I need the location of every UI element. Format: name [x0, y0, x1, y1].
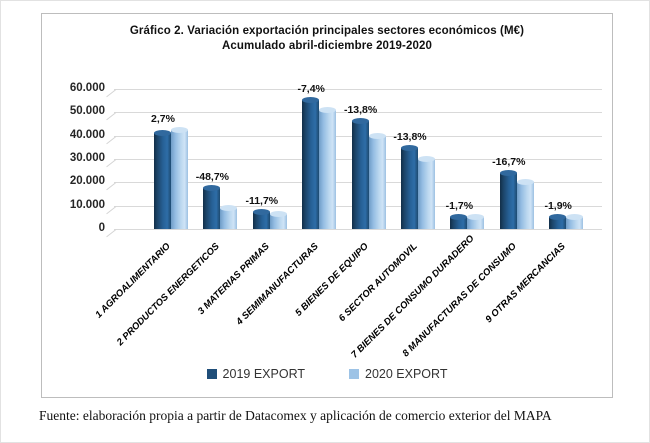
legend: 2019 EXPORT 2020 EXPORT	[42, 367, 612, 381]
bar-2019-2	[203, 185, 221, 229]
bar-2019-4	[302, 96, 320, 229]
variation-label-2: -48,7%	[195, 171, 230, 184]
y-axis-tick-label: 50.000	[69, 105, 105, 118]
bar-2020-9	[566, 214, 584, 229]
legend-label: 2020 EXPORT	[365, 367, 448, 381]
variation-label-3: -11,7%	[245, 194, 279, 207]
chart-title: Gráfico 2. Variación exportación princip…	[42, 24, 612, 54]
y-axis-tick-label: 10.000	[69, 198, 105, 211]
variation-label-6: -13,8%	[393, 130, 427, 143]
legend-label: 2019 EXPORT	[222, 367, 305, 381]
bar-2019-3	[252, 208, 270, 229]
bar-2019-5	[351, 118, 369, 229]
bar-2019-8	[499, 170, 517, 229]
bar-2020-8	[516, 179, 534, 229]
bar-2020-1	[171, 127, 188, 229]
variation-label-4: -7,4%	[297, 82, 325, 95]
plot-area: 0 10.000 20.000 30.000 40.000 50.000 60.000 2,7…	[42, 14, 612, 397]
variation-label-9: -1,9%	[544, 200, 572, 213]
bar-2019-1	[154, 129, 171, 229]
legend-swatch	[206, 369, 217, 379]
bar-2019-7	[450, 213, 468, 229]
bar-2020-2	[220, 205, 238, 229]
bar-2019-6	[401, 144, 418, 229]
source-note: Fuente: elaboración propia a partir de D…	[39, 408, 552, 423]
legend-item-2020-export: 2020 EXPORT	[349, 367, 447, 381]
y-axis-tick-label: 0	[98, 222, 105, 234]
y-axis-tick-label: 60.000	[69, 82, 105, 94]
gridline-60.000	[114, 89, 602, 90]
chart-title-line2: Acumulado abril-diciembre 2019-2020	[222, 40, 432, 52]
variation-label-1: 2,7%	[151, 113, 175, 126]
chart-title-line1: Gráfico 2. Variación exportación princip…	[129, 25, 525, 37]
bar-2020-7	[467, 213, 485, 229]
bar-2020-5	[368, 133, 386, 229]
bar-2020-3	[269, 210, 287, 229]
y-axis-tick-label: 40.000	[69, 128, 105, 141]
legend-swatch	[349, 369, 359, 379]
variation-label-8: -16,7%	[492, 156, 526, 168]
bar-2020-4	[319, 106, 337, 229]
chart-container: Gráfico 2. Variación exportación princip…	[41, 13, 613, 398]
gridline-50.000	[114, 112, 602, 114]
gridline-0	[114, 229, 602, 230]
y-axis-tick-label: 20.000	[69, 175, 105, 188]
y-axis-tick-label: 30.000	[69, 152, 105, 164]
variation-label-7: -1,7%	[445, 199, 474, 212]
legend-item-2019-export: 2019 EXPORT	[206, 367, 305, 381]
bar-2019-9	[549, 214, 567, 229]
bar-2020-6	[418, 155, 435, 229]
variation-label-5: -13,8%	[343, 104, 378, 117]
